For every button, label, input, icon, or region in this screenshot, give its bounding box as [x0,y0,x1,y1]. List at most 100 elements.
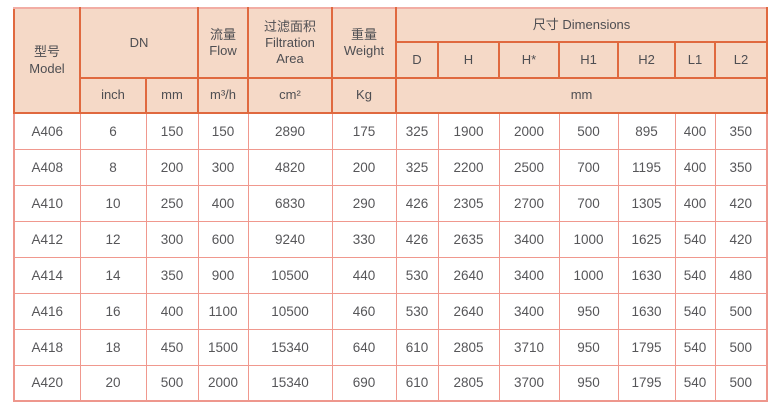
model-cell: A410 [13,184,81,222]
table-row: A412 12 300 600 9240 330 426 2635 3400 1000 1625 54… [13,220,768,258]
value-cell: 150 [145,112,199,150]
value-cell: 895 [617,112,676,150]
value-cell: 540 [674,292,716,330]
value-cell: 2700 [498,184,560,222]
value-cell: 500 [145,364,199,402]
value-cell: 400 [674,184,716,222]
value-cell: 8 [79,148,147,186]
value-cell: 3710 [498,328,560,366]
header-row-dimension-cols: D H H* H1 H2 L1 L2 [14,41,769,79]
value-cell: 400 [674,112,716,150]
table-row: A418 18 450 1500 15340 640 610 2805 3710 950 1795 5… [13,328,768,366]
value-cell: 1000 [558,256,619,294]
value-cell: 2000 [197,364,249,402]
value-cell: 426 [395,184,439,222]
value-cell: 2500 [498,148,560,186]
unit-area: cm² [247,77,333,114]
value-cell: 610 [395,328,439,366]
col-header-h: H [437,41,500,79]
model-header-zh: 型号 [33,44,60,60]
value-cell: 500 [558,112,619,150]
value-cell: 350 [714,112,768,150]
flow-header-en: Flow [209,43,237,58]
value-cell: 3400 [498,292,560,330]
value-cell: 15340 [247,328,333,366]
value-cell: 10500 [247,256,333,294]
flow-header-zh: 流量 [209,26,236,42]
col-header-filtration-area: 过滤面积 Filtration Area [247,7,333,79]
value-cell: 500 [714,292,768,330]
value-cell: 540 [674,256,716,294]
value-cell: 480 [714,256,768,294]
table-row: A408 8 200 300 4820 200 325 2200 2500 700 1195 400 3… [13,148,768,186]
value-cell: 420 [714,184,768,222]
header-row-units: inch mm m³/h cm² Kg mm [14,77,769,114]
header-row-top: 型号 Model DN 流量 Flow 过滤面积 Filtration Area… [13,7,769,114]
value-cell: 450 [145,328,199,366]
value-cell: 1900 [437,112,500,150]
model-cell: A406 [13,112,81,150]
value-cell: 700 [558,184,619,222]
value-cell: 350 [714,148,768,186]
col-header-flow: 流量 Flow [197,7,249,79]
table-row: A414 14 350 900 10500 440 530 2640 3400 1000 1630 5… [13,256,768,294]
value-cell: 1500 [197,328,249,366]
value-cell: 600 [197,220,249,258]
unit-weight: Kg [331,77,397,114]
model-header-en: Model [29,60,65,76]
value-cell: 1795 [617,364,676,402]
model-cell: A416 [13,292,81,330]
value-cell: 460 [331,292,397,330]
value-cell: 2305 [437,184,500,222]
value-cell: 250 [145,184,199,222]
value-cell: 4820 [247,148,333,186]
value-cell: 530 [395,256,439,294]
value-cell: 2635 [437,220,500,258]
value-cell: 6830 [247,184,333,222]
value-cell: 690 [331,364,397,402]
value-cell: 2890 [247,112,333,150]
value-cell: 18 [79,328,147,366]
value-cell: 330 [331,220,397,258]
value-cell: 1100 [197,292,249,330]
model-cell: A412 [13,220,81,258]
col-header-model: 型号 Model [13,7,81,114]
table-row: A420 20 500 2000 15340 690 610 2805 3700 950 1795 5… [13,364,768,402]
value-cell: 3400 [498,220,560,258]
value-cell: 1630 [617,256,676,294]
value-cell: 300 [197,148,249,186]
value-cell: 6 [79,112,147,150]
col-header-dimensions: 尺寸 Dimensions [394,7,769,43]
value-cell: 426 [395,220,439,258]
model-cell: A420 [13,364,81,402]
value-cell: 530 [395,292,439,330]
value-cell: 10500 [247,292,333,330]
value-cell: 200 [331,148,397,186]
value-cell: 400 [197,184,249,222]
value-cell: 325 [395,112,439,150]
value-cell: 3700 [498,364,560,402]
value-cell: 20 [79,364,147,402]
weight-header-en: Weight [343,43,385,58]
value-cell: 950 [558,292,619,330]
value-cell: 440 [331,256,397,294]
unit-flow: m³/h [197,77,249,114]
value-cell: 150 [197,112,249,150]
value-cell: 350 [145,256,199,294]
value-cell: 2000 [498,112,560,150]
unit-dimensions: mm [394,77,769,114]
table-row: A406 6 150 150 2890 175 325 1900 2000 500 895 400 35… [13,112,768,150]
col-header-l2: L2 [713,41,769,79]
value-cell: 610 [395,364,439,402]
value-cell: 2640 [437,256,500,294]
value-cell: 175 [331,112,397,150]
value-cell: 325 [395,148,439,186]
col-header-weight: 重量 Weight [331,7,397,79]
value-cell: 9240 [247,220,333,258]
value-cell: 1000 [558,220,619,258]
value-cell: 540 [674,328,716,366]
col-header-l1: L1 [674,41,716,79]
value-cell: 2805 [437,328,500,366]
value-cell: 540 [674,364,716,402]
